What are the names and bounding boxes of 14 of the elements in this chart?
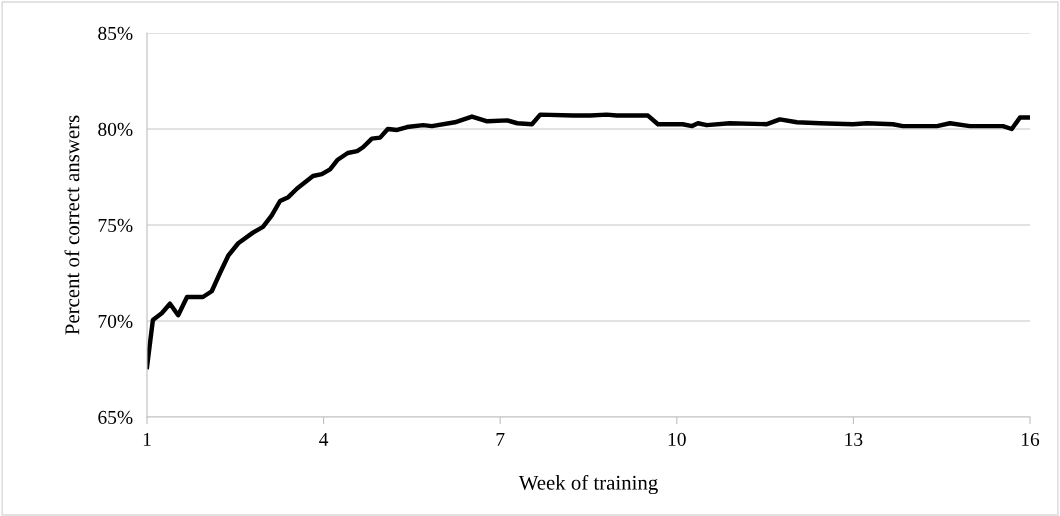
y-axis-title: Percent of correct answers — [64, 115, 80, 335]
line-series — [147, 112, 1030, 370]
y-tick-label: 85% — [98, 26, 133, 40]
x-tick-label: 4 — [319, 432, 329, 446]
y-tick-label: 70% — [98, 314, 133, 328]
x-tick-label: 10 — [668, 432, 686, 446]
y-tick-label: 80% — [98, 122, 133, 136]
x-tick-label: 16 — [1021, 432, 1040, 446]
y-tick-label: 65% — [98, 410, 133, 424]
x-axis-title: Week of training — [518, 474, 658, 495]
x-tick-label: 1 — [143, 432, 151, 446]
y-tick-label: 75% — [98, 218, 133, 232]
x-tick-label: 7 — [496, 433, 505, 446]
x-tick-label: 13 — [845, 432, 863, 446]
